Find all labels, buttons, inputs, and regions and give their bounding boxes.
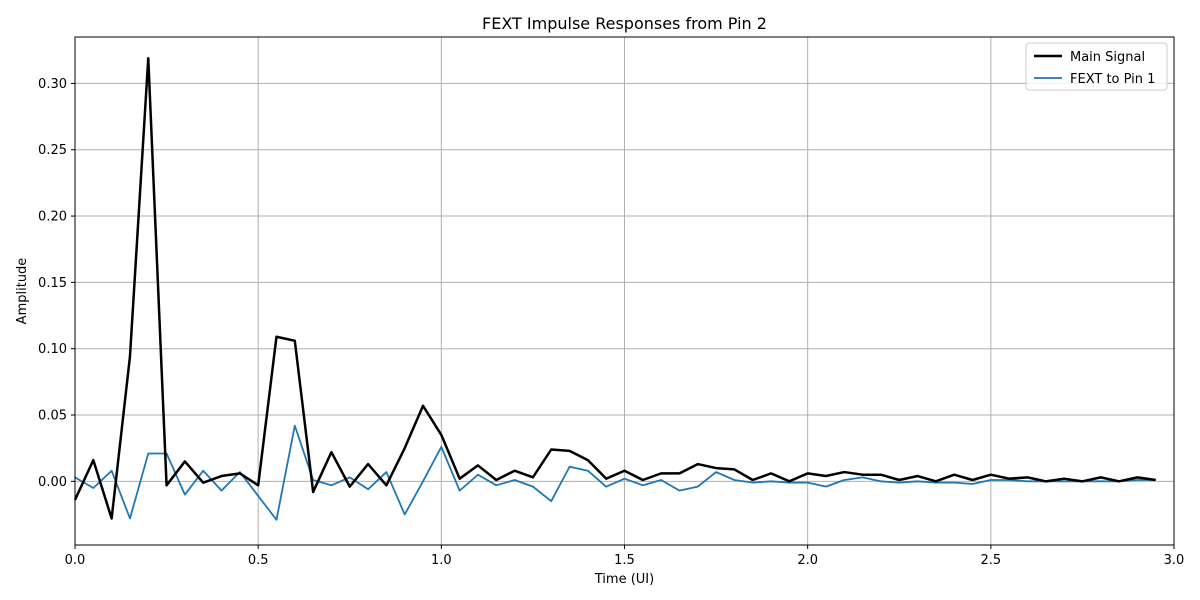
legend-label-main-signal: Main Signal <box>1070 50 1145 65</box>
x-tick-label: 0.0 <box>65 553 86 568</box>
chart-title: FEXT Impulse Responses from Pin 2 <box>482 14 767 33</box>
y-tick-label: 0.10 <box>38 342 67 357</box>
x-tick-label: 2.5 <box>980 553 1001 568</box>
x-tick-label: 3.0 <box>1164 553 1185 568</box>
x-axis-ticks: 0.0 0.5 1.0 1.5 2.0 2.5 3.0 <box>65 545 1185 568</box>
y-tick-label: 0.15 <box>38 276 67 291</box>
series-layer <box>73 56 1156 521</box>
fext-to-pin-1-line <box>74 424 1156 521</box>
y-tick-label: 0.00 <box>38 475 67 490</box>
x-tick-label: 0.5 <box>248 553 269 568</box>
x-axis-title: Time (UI) <box>594 572 654 587</box>
y-tick-label: 0.25 <box>38 143 67 158</box>
main-signal-line <box>73 56 1156 520</box>
legend-label-fext-to-pin-1: FEXT to Pin 1 <box>1070 72 1155 87</box>
grid <box>74 37 1175 545</box>
y-tick-label: 0.30 <box>38 77 67 92</box>
y-tick-label: 0.05 <box>38 409 67 424</box>
y-tick-label: 0.20 <box>38 210 67 225</box>
x-tick-label: 1.0 <box>431 553 452 568</box>
legend: Main Signal FEXT to Pin 1 <box>1025 42 1168 91</box>
y-axis-title: Amplitude <box>15 258 30 325</box>
x-tick-label: 1.5 <box>614 553 635 568</box>
x-tick-label: 2.0 <box>797 553 818 568</box>
y-axis-ticks: 0.00 0.05 0.10 0.15 0.20 0.25 0.30 <box>38 77 75 490</box>
